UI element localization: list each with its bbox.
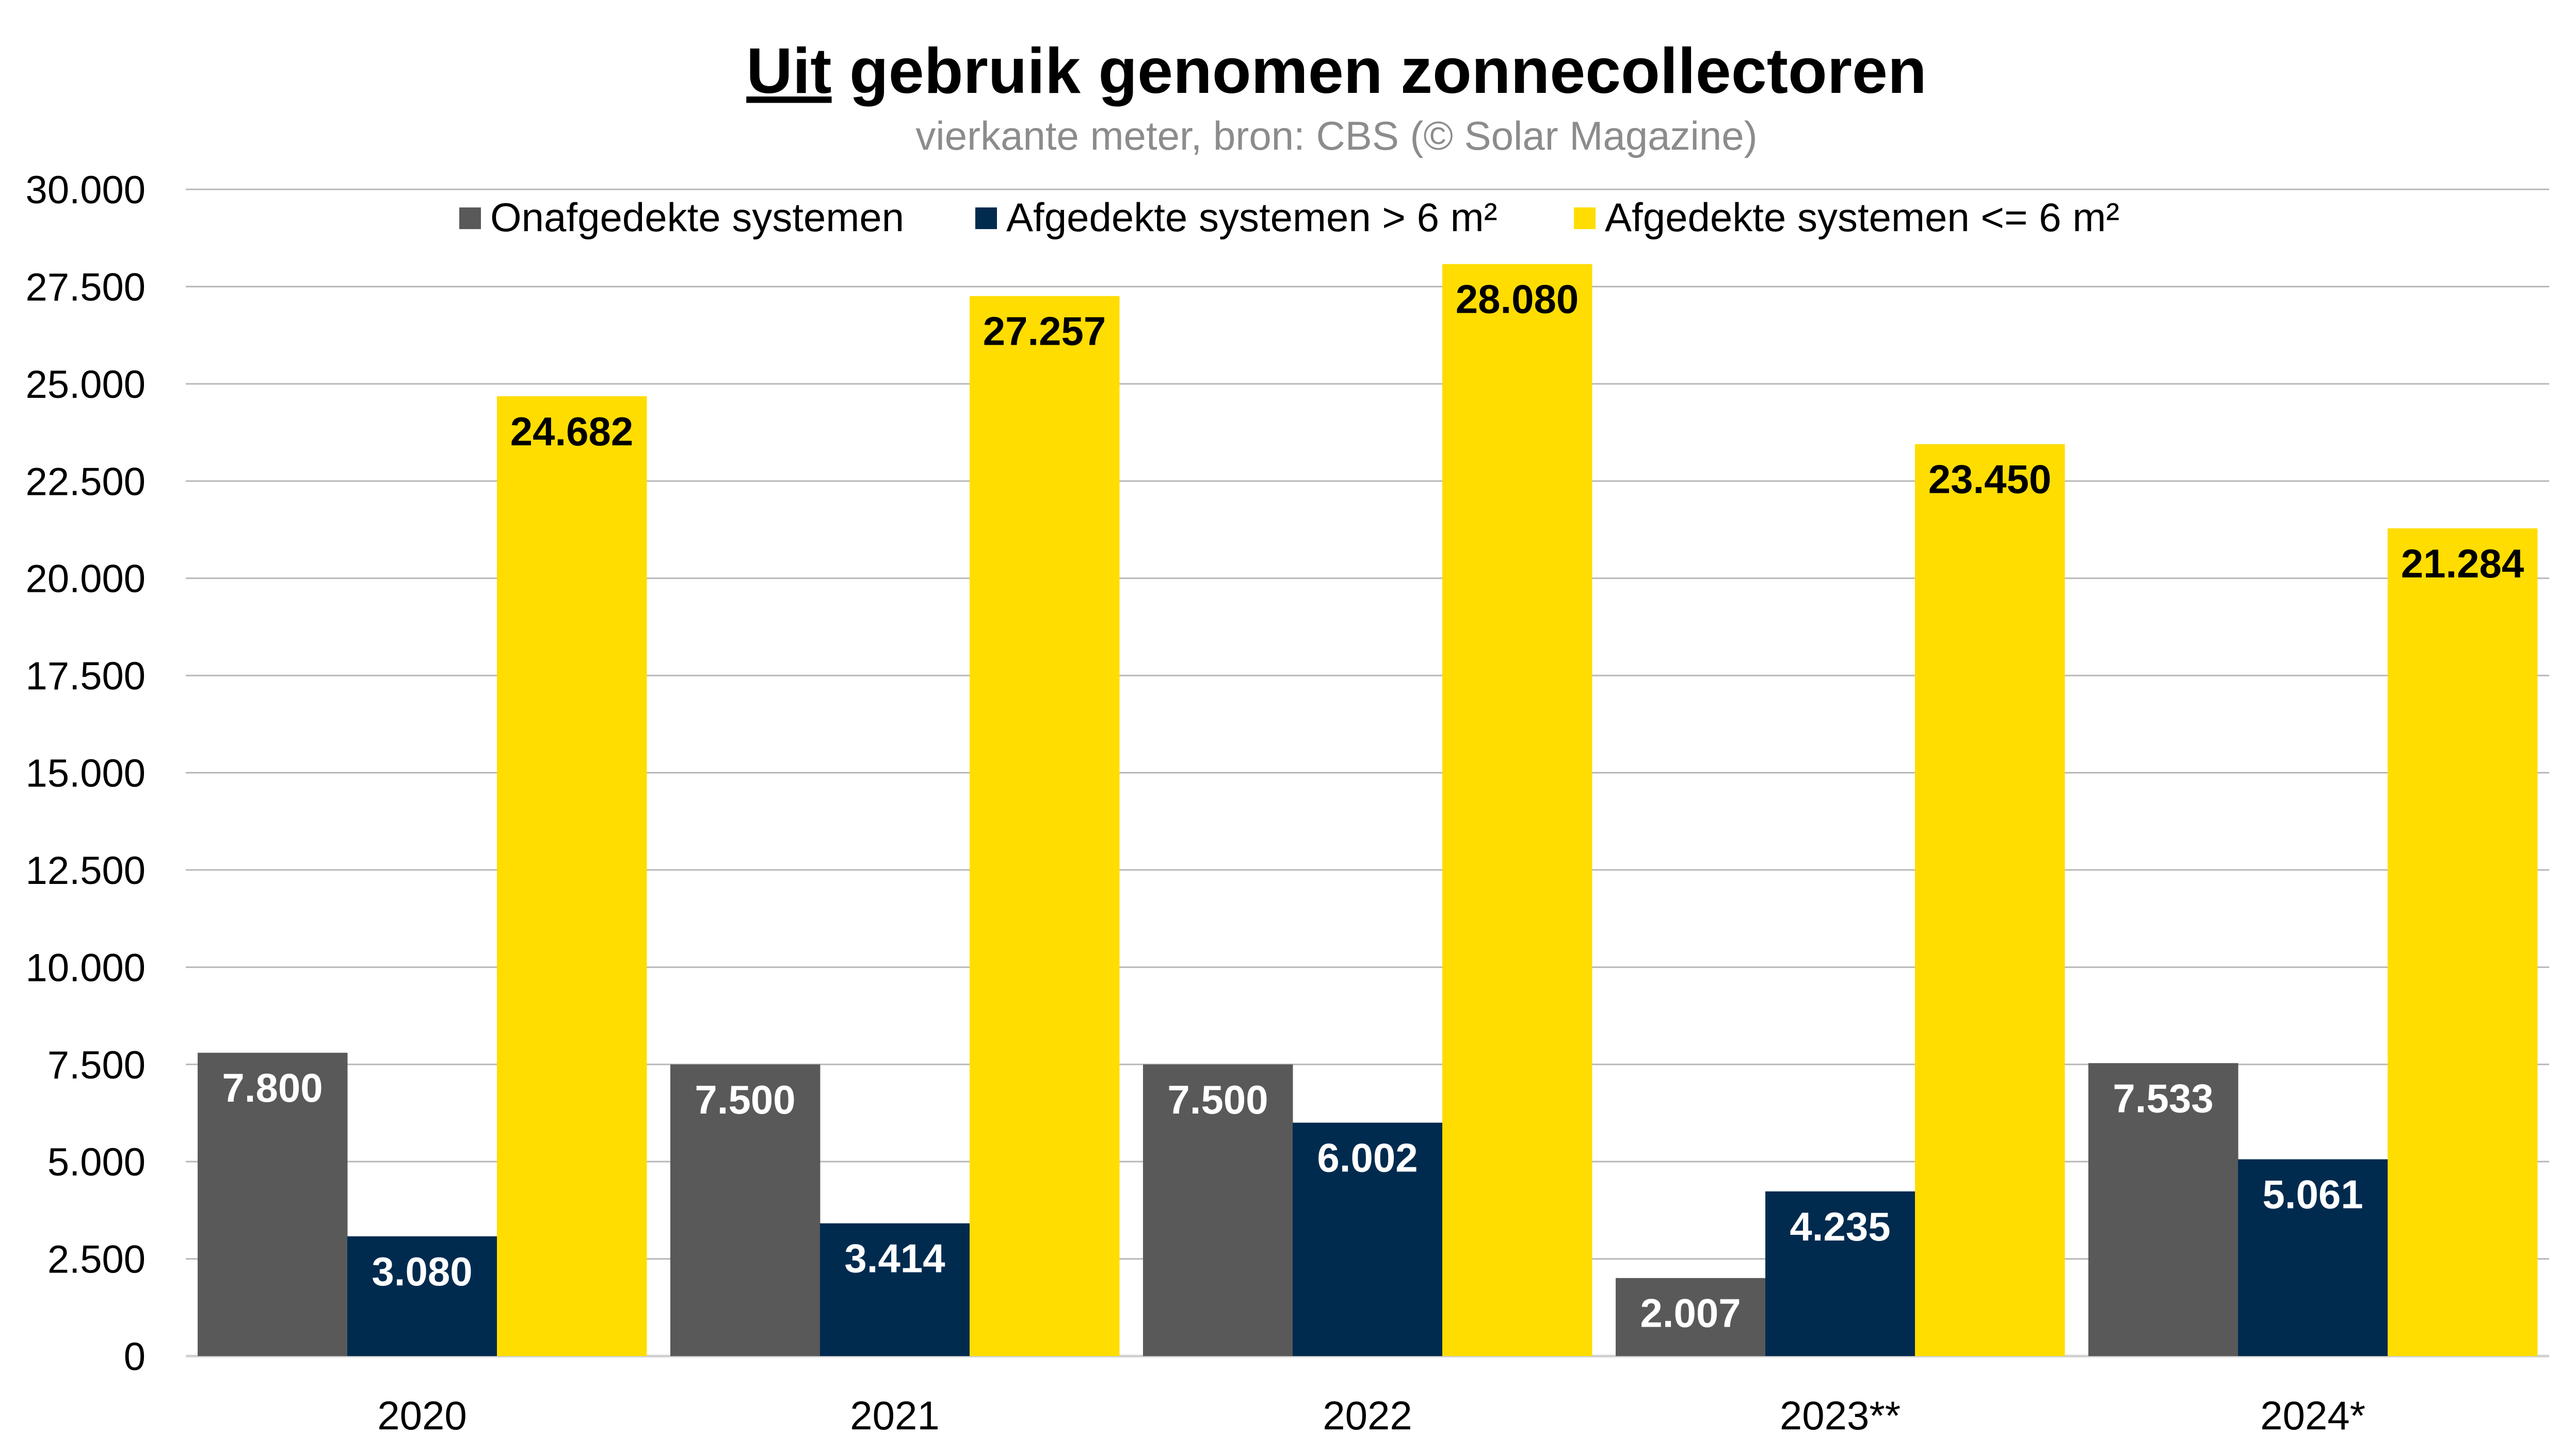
y-tick-label: 22.500 [26,460,146,504]
data-label: 5.061 [2262,1172,2363,1217]
legend-swatch [459,207,481,229]
data-label: 21.284 [2401,541,2524,586]
legend-item: Afgedekte systemen <= 6 m² [1574,195,2119,240]
y-tick-label: 0 [124,1335,146,1379]
x-axis: 2020 2021 2022 2023** 2024* [377,1393,2365,1438]
data-label: 3.080 [372,1249,472,1294]
y-tick-label: 2.500 [47,1238,146,1282]
data-label: 23.450 [1928,457,2052,502]
y-tick-label: 5.000 [47,1140,146,1184]
y-tick-label: 20.000 [26,557,146,601]
x-tick-label: 2023** [1780,1393,1901,1438]
data-label: 6.002 [1317,1135,1418,1181]
bar [198,1053,348,1356]
legend-swatch [1574,207,1596,229]
bar [2238,1159,2388,1356]
data-label: 7.500 [695,1077,795,1122]
data-label: 27.257 [983,309,1106,354]
chart-title-underlined: Uit [746,36,831,107]
bars [198,264,2538,1357]
y-tick-label: 7.500 [47,1043,146,1087]
bar [970,296,1120,1357]
data-label: 7.500 [1167,1077,1268,1122]
chart-title-rest: gebruik genomen zonnecollectoren [832,36,1927,107]
x-tick-label: 2022 [1323,1393,1412,1438]
data-label: 4.235 [1790,1204,1890,1249]
y-tick-label: 25.000 [26,363,146,407]
bar [670,1064,820,1356]
legend-item: Onafgedekte systemen [459,195,904,240]
bar [1143,1064,1293,1356]
x-tick-label: 2021 [850,1393,940,1438]
x-tick-label: 2024* [2260,1393,2365,1438]
y-tick-label: 10.000 [26,946,146,990]
bar [1616,1278,1766,1356]
x-tick-label: 2020 [377,1393,467,1438]
bar [1442,264,1592,1356]
y-tick-label: 15.000 [26,752,146,796]
legend-swatch [975,207,997,229]
legend-item: Afgedekte systemen > 6 m² [975,195,1498,240]
y-tick-label: 17.500 [26,654,146,698]
data-label: 3.414 [844,1236,945,1281]
data-labels: 7.800 3.080 24.682 7.500 3.414 27.257 7.500 6.0… [222,277,2524,1336]
legend-label: Onafgedekte systemen [490,195,904,240]
bar [820,1223,970,1356]
data-label: 2.007 [1640,1291,1741,1336]
legend-label: Afgedekte systemen <= 6 m² [1605,195,2119,240]
bar [497,396,647,1356]
bar [1915,444,2065,1357]
y-tick-label: 30.000 [26,168,146,212]
y-tick-label: 27.500 [26,265,146,309]
data-label: 24.682 [510,409,634,454]
bar [2088,1063,2239,1356]
chart-title: Uit gebruik genomen zonnecollectoren [746,36,1926,107]
y-tick-label: 12.500 [26,849,146,893]
legend: Onafgedekte systemen Afgedekte systemen >… [459,195,2119,240]
bar [1293,1122,1443,1356]
bar [1765,1191,1915,1356]
data-label: 7.533 [2113,1075,2213,1121]
chart-subtitle: vierkante meter, bron: CBS (© Solar Maga… [915,113,1757,158]
data-label: 7.800 [222,1065,323,1110]
data-label: 28.080 [1456,277,1579,322]
bar [347,1236,497,1356]
y-axis: 0 2.500 5.000 7.500 10.000 12.500 15.000 17.500… [26,168,146,1379]
bar [2388,528,2538,1356]
legend-label: Afgedekte systemen > 6 m² [1006,195,1498,240]
